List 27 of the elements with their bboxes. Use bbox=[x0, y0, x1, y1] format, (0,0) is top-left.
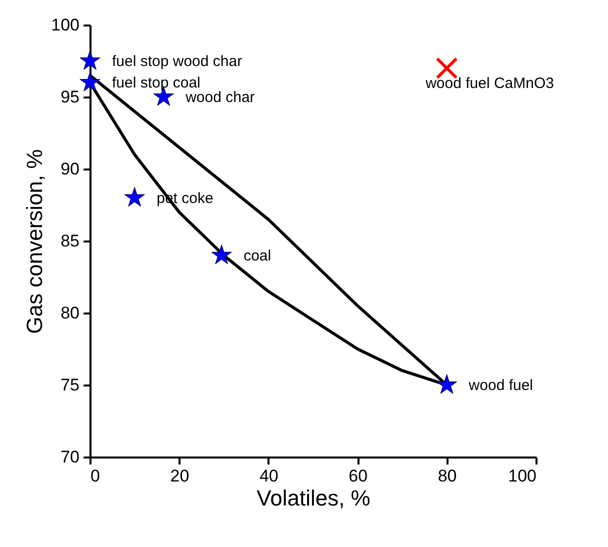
annotation: wood fuel bbox=[468, 377, 534, 394]
annotation: wood fuel CaMnO3 bbox=[424, 75, 554, 92]
y-tick-label: 70 bbox=[60, 448, 80, 466]
point bbox=[80, 72, 100, 92]
point bbox=[80, 50, 100, 70]
x-tick-label: 80 bbox=[438, 466, 457, 486]
y-tick-label: 80 bbox=[60, 304, 80, 322]
x-tick-label: 20 bbox=[170, 466, 190, 486]
x-tick-label: 40 bbox=[259, 466, 278, 486]
y-tick-label: 95 bbox=[60, 88, 80, 106]
annotation: wood char bbox=[184, 89, 255, 106]
y-tick-label: 75 bbox=[60, 376, 80, 394]
annotation: fuel stop wood char bbox=[112, 53, 242, 70]
point bbox=[436, 374, 458, 394]
y-tick-label: 90 bbox=[60, 160, 80, 178]
point bbox=[436, 58, 458, 79]
annotation: fuel stop coal bbox=[112, 74, 200, 92]
y-tick-label: 100 bbox=[51, 16, 80, 34]
annotation: coal bbox=[244, 247, 272, 264]
y-axis-title: Gas conversion, % bbox=[22, 149, 48, 334]
x-tick-label: 100 bbox=[508, 466, 536, 486]
point bbox=[124, 186, 145, 207]
x-axis-title: Volatiles, % bbox=[256, 486, 370, 510]
point bbox=[211, 244, 232, 264]
x-tick-label: 0 bbox=[90, 466, 100, 486]
x-tick-label: 60 bbox=[348, 466, 368, 486]
y-tick-label: 85 bbox=[60, 232, 80, 250]
